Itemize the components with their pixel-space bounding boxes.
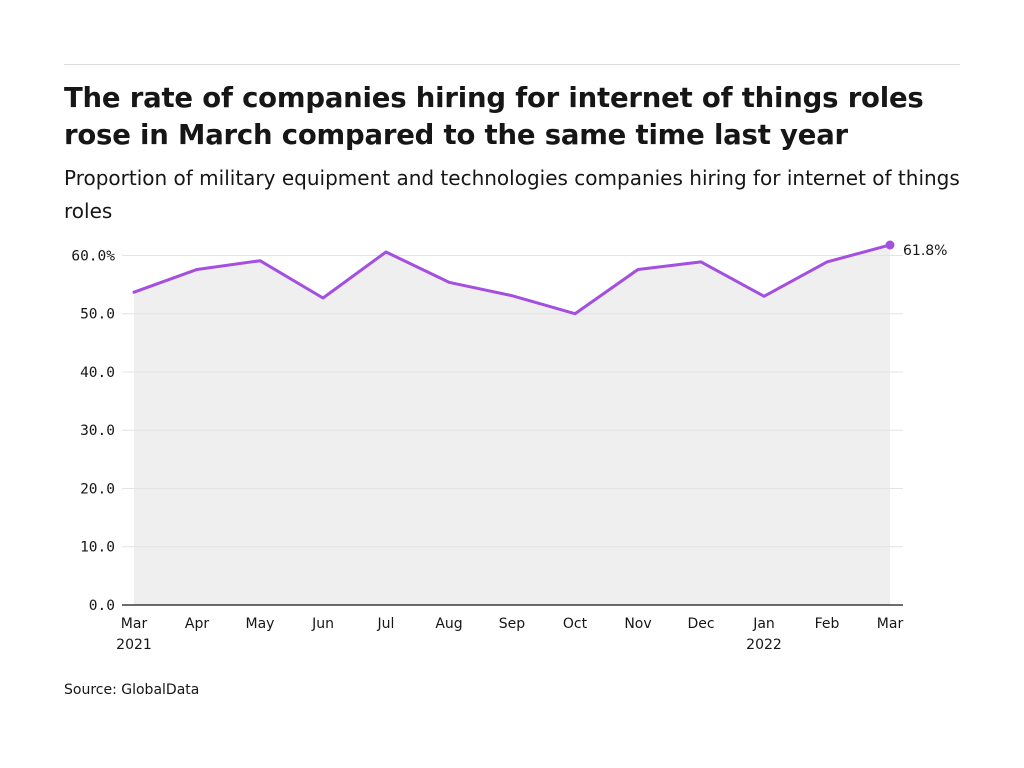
x-tick-label: Jan bbox=[752, 616, 775, 632]
area-fill bbox=[134, 245, 890, 605]
chart-title: The rate of companies hiring for interne… bbox=[64, 82, 924, 151]
y-tick-label: 0.0 bbox=[89, 598, 115, 614]
top-rule bbox=[64, 64, 960, 65]
end-value-label: 61.8% bbox=[903, 243, 947, 259]
x-tick-year-label: 2022 bbox=[746, 637, 782, 653]
y-tick-label: 20.0 bbox=[80, 481, 115, 497]
y-tick-label: 30.0 bbox=[80, 423, 115, 439]
x-tick-label: Nov bbox=[624, 616, 651, 632]
x-tick-label: Apr bbox=[185, 616, 209, 632]
x-tick-label: Mar bbox=[877, 616, 904, 632]
x-tick-label: Aug bbox=[435, 616, 462, 632]
x-tick-label: Sep bbox=[499, 616, 526, 632]
x-tick-year-label: 2021 bbox=[116, 637, 152, 653]
x-tick-label: May bbox=[246, 616, 275, 632]
x-tick-label: Mar bbox=[121, 616, 148, 632]
end-point-marker bbox=[885, 240, 895, 250]
x-tick-label: Dec bbox=[687, 616, 714, 632]
y-tick-label: 50.0 bbox=[80, 307, 115, 323]
source-note: Source: GlobalData bbox=[64, 682, 200, 698]
x-tick-label: Jul bbox=[377, 616, 395, 632]
x-tick-label: Oct bbox=[563, 616, 588, 632]
chart-subtitle: Proportion of military equipment and tec… bbox=[64, 166, 960, 223]
x-tick-label: Jun bbox=[311, 616, 334, 632]
y-tick-label: 10.0 bbox=[80, 540, 115, 556]
y-tick-label: 60.0% bbox=[71, 248, 115, 264]
series-line bbox=[132, 243, 892, 316]
y-tick-label: 40.0 bbox=[80, 365, 115, 381]
x-tick-label: Feb bbox=[815, 616, 840, 632]
